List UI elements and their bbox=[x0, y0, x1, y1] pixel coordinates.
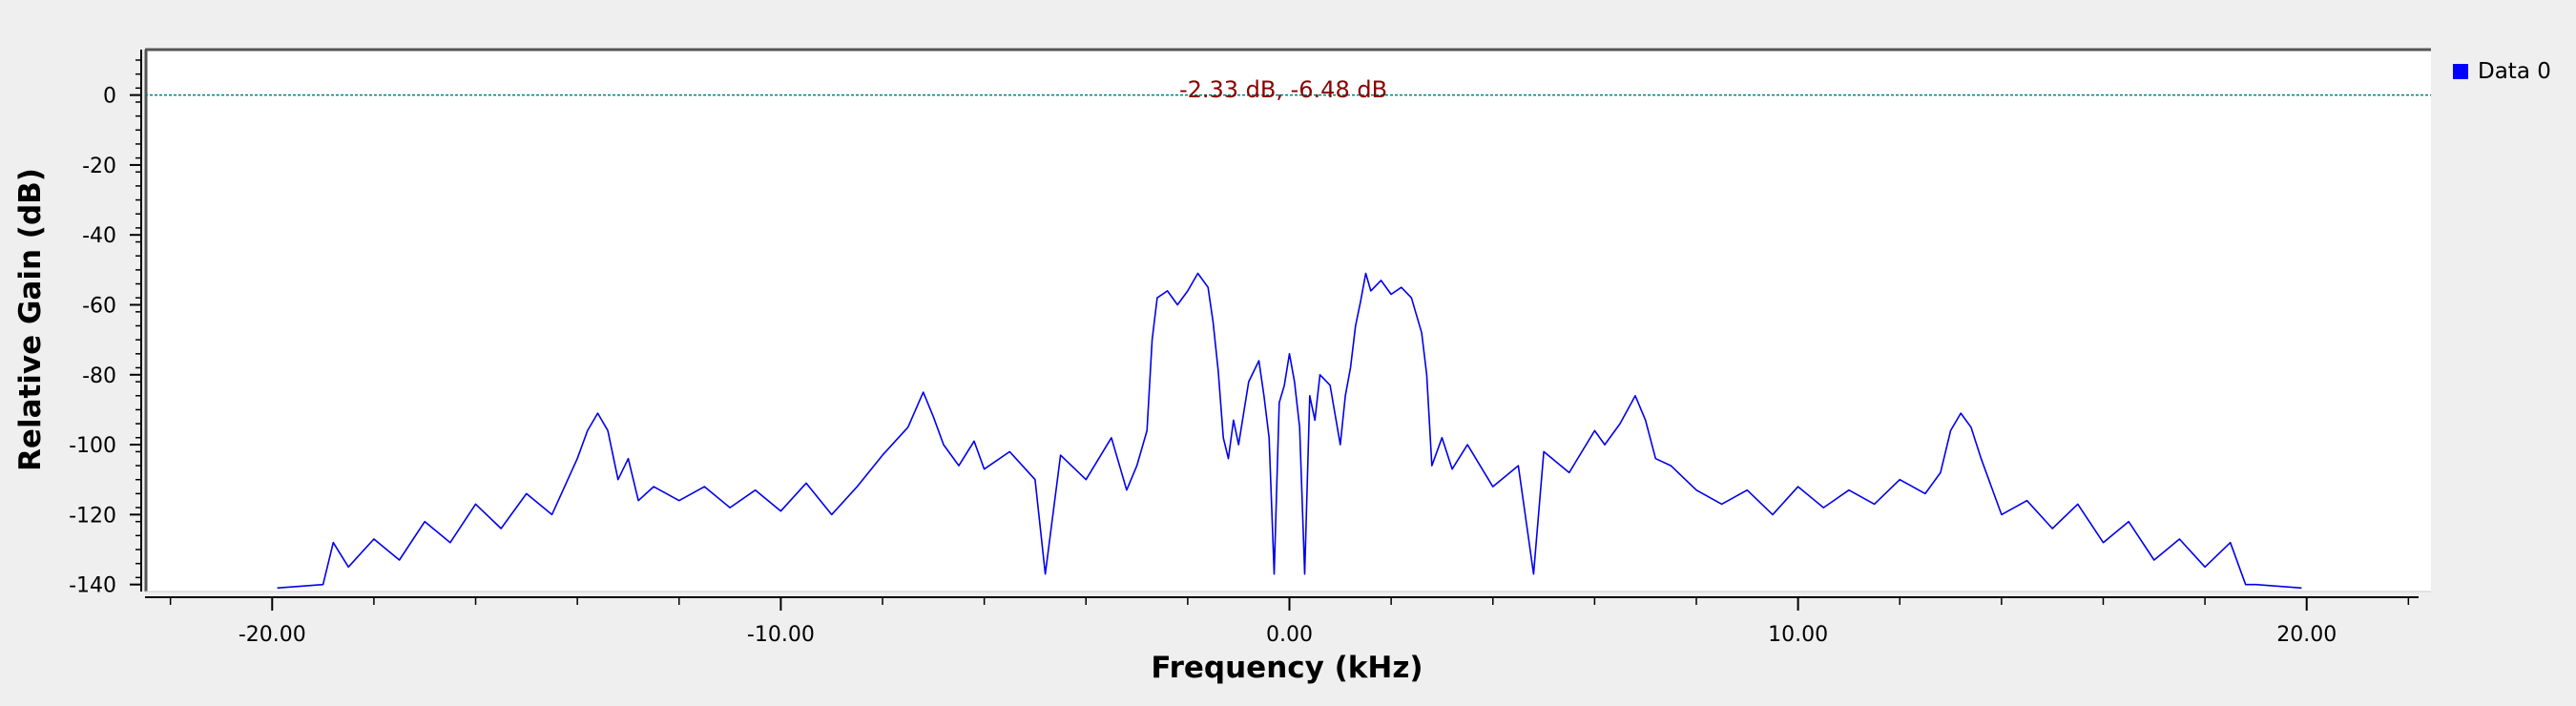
y-tick-label: -20 bbox=[82, 155, 116, 178]
x-tick-label: 0.00 bbox=[1266, 623, 1313, 647]
x-axis-title: Frequency (kHz) bbox=[1151, 651, 1423, 685]
y-tick-label: -60 bbox=[82, 295, 116, 319]
legend-swatch bbox=[2453, 64, 2468, 79]
y-tick-label: -120 bbox=[69, 504, 116, 528]
y-tick-label: -40 bbox=[82, 224, 116, 248]
y-tick-label: 0 bbox=[103, 85, 116, 109]
y-tick-label: -80 bbox=[82, 364, 116, 388]
y-axis-title: Relative Gain (dB) bbox=[13, 168, 48, 471]
x-tick-label: 10.00 bbox=[1768, 623, 1828, 647]
plot-area bbox=[145, 50, 2431, 592]
x-tick-label: -10.00 bbox=[747, 623, 815, 647]
marker-label: -2.33 dB, -6.48 dB bbox=[1179, 76, 1387, 103]
legend-label: Data 0 bbox=[2478, 59, 2551, 84]
x-tick-label: 20.00 bbox=[2276, 623, 2337, 647]
legend: Data 0 bbox=[2453, 59, 2551, 84]
data-0-trace bbox=[277, 272, 2302, 590]
y-tick-label: -140 bbox=[69, 574, 116, 598]
x-tick-label: -20.00 bbox=[239, 623, 306, 647]
y-axis-ticks: 0 -20 -40 -60 -80 -100 -120 -140 bbox=[69, 59, 141, 598]
y-tick-label: -100 bbox=[69, 434, 116, 458]
x-axis-ticks: -20.00 -10.00 0.00 10.00 20.00 bbox=[169, 597, 2410, 647]
